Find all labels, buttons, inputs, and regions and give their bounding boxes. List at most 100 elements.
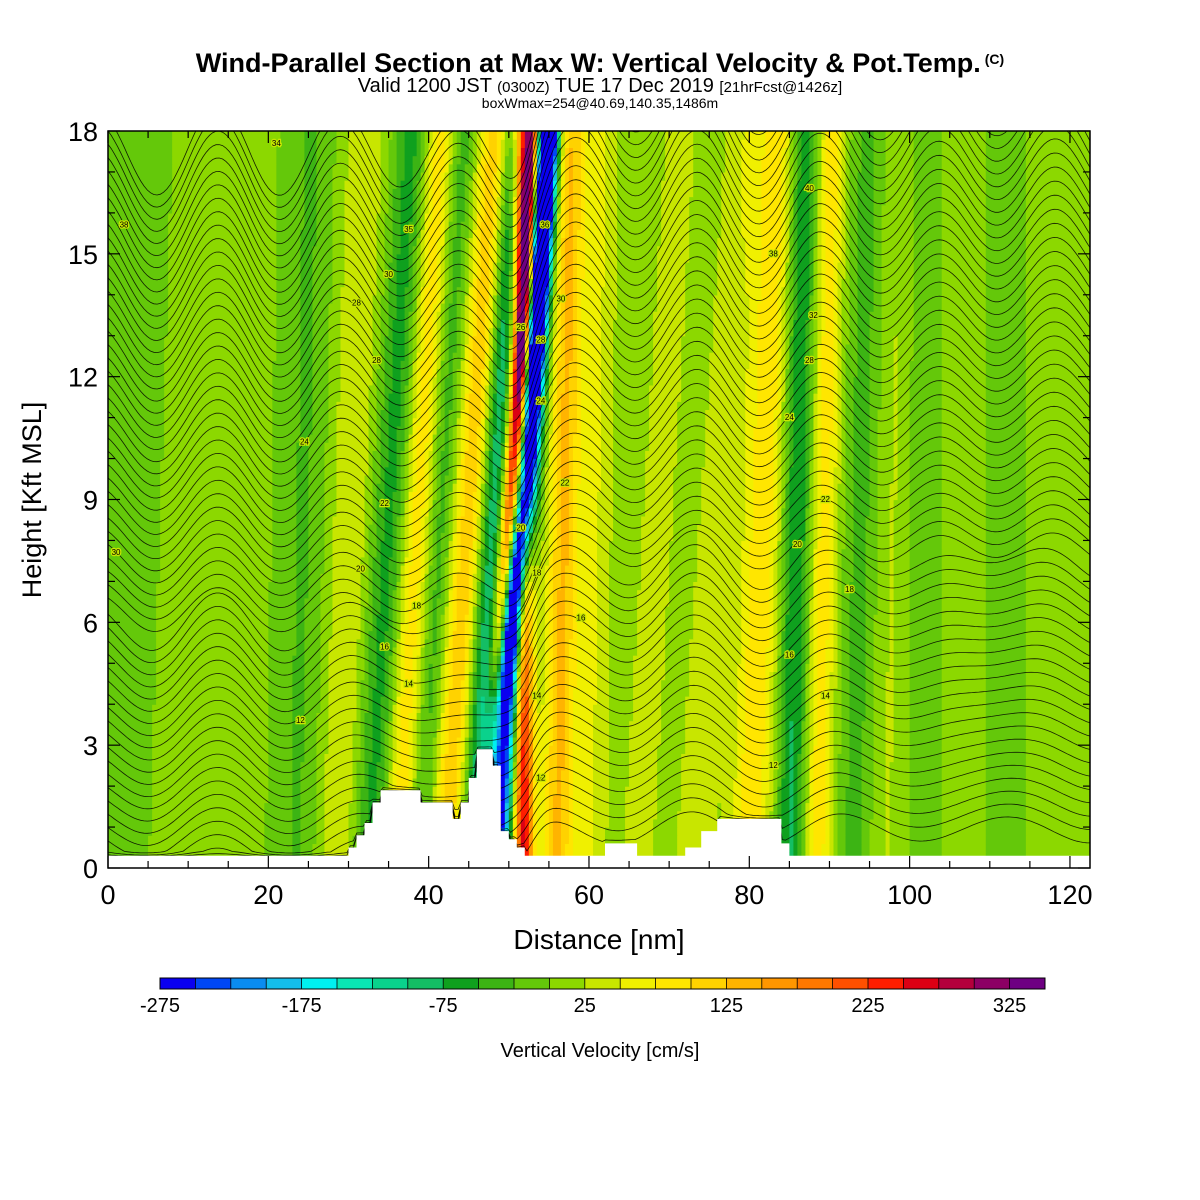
velocity-cell <box>985 630 1027 640</box>
velocity-cell <box>304 671 322 681</box>
velocity-cell <box>336 507 366 517</box>
velocity-cell <box>841 548 855 558</box>
velocity-cell <box>408 368 414 378</box>
velocity-cell <box>829 835 835 845</box>
velocity-cell <box>368 573 374 582</box>
velocity-cell <box>777 556 782 566</box>
velocity-cell <box>861 843 871 853</box>
velocity-cell <box>412 376 418 386</box>
velocity-cell <box>609 646 638 656</box>
velocity-cell <box>552 605 558 615</box>
velocity-cell <box>745 515 754 525</box>
velocity-cell <box>785 671 803 681</box>
velocity-cell <box>873 728 887 738</box>
velocity-cell <box>456 622 466 632</box>
velocity-cell <box>897 474 911 484</box>
velocity-cell <box>500 409 506 419</box>
velocity-cell <box>556 597 566 607</box>
velocity-cell <box>452 499 458 509</box>
velocity-cell <box>568 655 578 664</box>
velocity-cell <box>801 843 807 853</box>
velocity-cell <box>440 736 446 746</box>
velocity-cell <box>524 696 530 705</box>
velocity-cell <box>404 532 410 542</box>
velocity-cell <box>404 565 410 574</box>
velocity-cell <box>500 646 506 656</box>
velocity-cell <box>889 515 895 525</box>
velocity-cell <box>516 827 522 836</box>
velocity-cell <box>568 761 574 771</box>
velocity-cell <box>536 810 546 820</box>
velocity-cell <box>428 524 434 533</box>
velocity-cell <box>597 573 610 582</box>
velocity-cell <box>468 720 474 730</box>
velocity-cell <box>540 507 546 517</box>
velocity-cell <box>909 761 943 771</box>
velocity-cell <box>448 663 454 673</box>
velocity-cell <box>576 655 598 664</box>
velocity-cell <box>757 384 778 394</box>
velocity-cell <box>388 565 398 574</box>
velocity-cell <box>825 728 831 738</box>
velocity-cell <box>484 442 490 451</box>
velocity-cell <box>789 450 794 460</box>
velocity-cell <box>460 532 474 542</box>
velocity-cell <box>504 425 510 435</box>
velocity-cell <box>885 696 895 705</box>
velocity-cell <box>512 761 518 771</box>
velocity-cell <box>885 769 891 779</box>
velocity-cell <box>380 442 390 451</box>
velocity-cell <box>837 524 847 533</box>
velocity-cell <box>813 786 827 795</box>
velocity-cell <box>909 491 943 501</box>
velocity-cell <box>909 483 943 492</box>
velocity-cell <box>893 704 911 714</box>
velocity-cell <box>448 745 458 754</box>
velocity-cell <box>833 417 839 427</box>
velocity-cell <box>436 393 442 402</box>
velocity-cell <box>424 515 430 525</box>
velocity-cell <box>837 753 851 763</box>
velocity-cell <box>404 401 410 411</box>
velocity-cell <box>941 442 987 451</box>
velocity-cell <box>428 458 434 468</box>
velocity-cell <box>560 458 570 468</box>
velocity-cell <box>500 515 506 525</box>
velocity-cell <box>504 810 510 820</box>
velocity-cell <box>512 818 518 828</box>
velocity-cell <box>813 466 819 476</box>
velocity-cell <box>384 663 390 673</box>
velocity-cell <box>476 565 482 574</box>
velocity-cell <box>548 712 554 722</box>
velocity-cell <box>1025 728 1090 738</box>
velocity-cell <box>476 638 482 648</box>
velocity-cell <box>532 646 538 656</box>
velocity-cell <box>649 417 678 427</box>
velocity-cell <box>785 655 803 664</box>
velocity-cell <box>512 712 518 722</box>
velocity-cell <box>384 646 394 656</box>
velocity-cell <box>745 646 766 656</box>
velocity-cell <box>304 753 318 763</box>
velocity-cell <box>548 720 554 730</box>
velocity-cell <box>709 360 750 370</box>
velocity-cell <box>889 769 911 779</box>
velocity-cell <box>528 630 534 640</box>
velocity-cell <box>777 802 782 812</box>
velocity-cell <box>1025 409 1090 419</box>
velocity-cell <box>889 573 895 582</box>
velocity-cell <box>785 589 790 599</box>
velocity-cell <box>268 679 293 689</box>
velocity-cell <box>568 532 574 542</box>
velocity-cell <box>833 409 839 419</box>
velocity-cell <box>769 745 774 754</box>
velocity-cell <box>512 532 518 542</box>
velocity-cell <box>304 605 322 615</box>
velocity-cell <box>805 401 811 411</box>
velocity-cell <box>516 442 522 451</box>
velocity-cell <box>360 720 366 730</box>
velocity-cell <box>777 663 782 673</box>
velocity-cell <box>809 761 815 771</box>
velocity-cell <box>889 589 895 599</box>
velocity-cell <box>817 442 823 451</box>
